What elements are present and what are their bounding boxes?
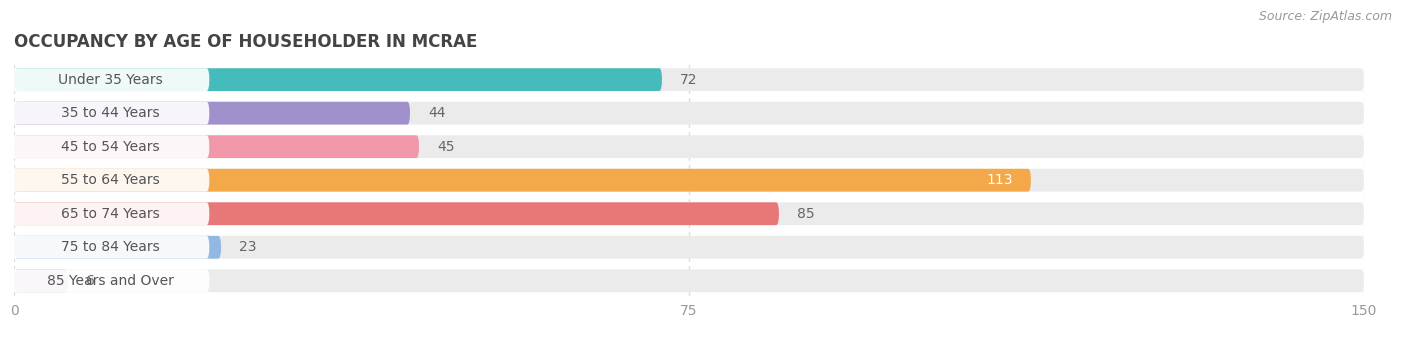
FancyBboxPatch shape — [11, 102, 209, 124]
Text: 75 to 84 Years: 75 to 84 Years — [60, 240, 160, 254]
FancyBboxPatch shape — [14, 202, 1364, 225]
FancyBboxPatch shape — [14, 135, 419, 158]
Text: 85 Years and Over: 85 Years and Over — [46, 274, 174, 288]
FancyBboxPatch shape — [11, 68, 209, 91]
FancyBboxPatch shape — [14, 68, 1364, 91]
FancyBboxPatch shape — [11, 135, 209, 158]
Text: Under 35 Years: Under 35 Years — [58, 73, 163, 87]
FancyBboxPatch shape — [14, 269, 1364, 292]
Text: 35 to 44 Years: 35 to 44 Years — [60, 106, 160, 120]
FancyBboxPatch shape — [14, 236, 1364, 259]
Text: 45: 45 — [437, 140, 454, 154]
Text: 85: 85 — [797, 207, 814, 221]
FancyBboxPatch shape — [14, 169, 1031, 192]
Text: 72: 72 — [681, 73, 697, 87]
FancyBboxPatch shape — [11, 169, 209, 192]
Text: 45 to 54 Years: 45 to 54 Years — [60, 140, 160, 154]
FancyBboxPatch shape — [11, 269, 209, 292]
FancyBboxPatch shape — [11, 236, 209, 259]
Text: Source: ZipAtlas.com: Source: ZipAtlas.com — [1258, 10, 1392, 23]
FancyBboxPatch shape — [14, 202, 779, 225]
Text: 113: 113 — [987, 173, 1012, 187]
Text: 55 to 64 Years: 55 to 64 Years — [60, 173, 160, 187]
Text: 6: 6 — [86, 274, 96, 288]
Text: 65 to 74 Years: 65 to 74 Years — [60, 207, 160, 221]
FancyBboxPatch shape — [14, 68, 662, 91]
FancyBboxPatch shape — [14, 102, 1364, 124]
Text: OCCUPANCY BY AGE OF HOUSEHOLDER IN MCRAE: OCCUPANCY BY AGE OF HOUSEHOLDER IN MCRAE — [14, 33, 478, 51]
Text: 44: 44 — [427, 106, 446, 120]
FancyBboxPatch shape — [14, 236, 221, 259]
FancyBboxPatch shape — [14, 135, 1364, 158]
FancyBboxPatch shape — [14, 102, 411, 124]
FancyBboxPatch shape — [14, 269, 67, 292]
Text: 23: 23 — [239, 240, 256, 254]
FancyBboxPatch shape — [14, 169, 1364, 192]
FancyBboxPatch shape — [11, 202, 209, 225]
